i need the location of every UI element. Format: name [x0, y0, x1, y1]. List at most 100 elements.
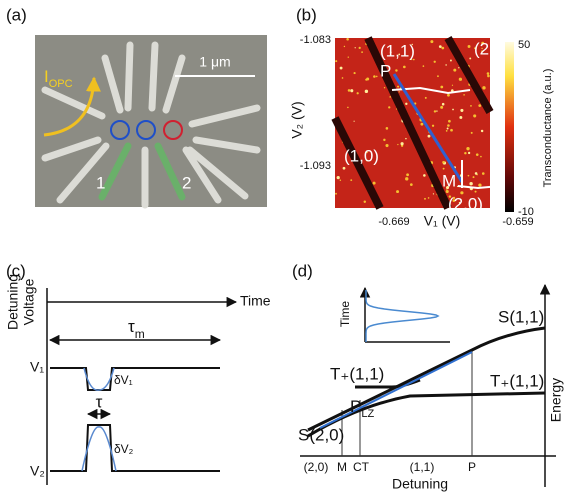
y-axis-label: Detuning	[5, 274, 21, 330]
speck	[385, 143, 389, 148]
speck	[383, 87, 386, 89]
speck	[366, 159, 368, 162]
speck	[347, 89, 351, 92]
speck	[350, 89, 354, 93]
speck	[458, 77, 462, 81]
speck	[405, 102, 408, 106]
speck	[406, 173, 409, 177]
speck	[410, 58, 413, 61]
step-label: δV₂	[114, 442, 134, 456]
gate-label: 1	[96, 173, 105, 192]
speck	[420, 122, 424, 126]
period-base: τ	[128, 317, 135, 336]
speck	[395, 69, 398, 72]
singlet-upper	[307, 326, 546, 432]
state-label: S(1,1)	[498, 307, 544, 326]
region-label: (1,0)	[344, 146, 379, 165]
speck	[481, 50, 483, 52]
current-sub: OPC	[49, 78, 73, 90]
current-base: I	[44, 67, 49, 86]
width-label: τ	[96, 392, 103, 411]
speck	[481, 172, 485, 175]
speck	[366, 151, 368, 154]
x-axis-label: Time	[240, 293, 271, 309]
speck	[469, 182, 473, 186]
trace	[391, 86, 501, 190]
speck	[474, 172, 478, 175]
state-label: S(2,0)	[298, 425, 344, 444]
speck	[458, 201, 461, 204]
panel-b: (b) (1,1) (2,1) (1,0) (2,0) P M -1.083 -…	[289, 5, 554, 228]
speck	[405, 177, 409, 181]
map-noise	[335, 37, 490, 204]
sensor-dot	[163, 120, 183, 140]
step-label: δV₁	[114, 373, 133, 387]
point-label: P	[380, 61, 391, 80]
current-arrow	[43, 76, 101, 137]
speck	[403, 65, 406, 69]
speck	[442, 167, 445, 170]
speck	[467, 151, 471, 155]
speck	[396, 190, 400, 194]
speck	[397, 85, 400, 88]
speck	[472, 176, 475, 179]
speck	[361, 51, 363, 54]
speck	[341, 77, 344, 79]
speck	[486, 72, 490, 75]
x-axis-label: V₁ (V)	[424, 213, 461, 229]
speck	[453, 68, 457, 72]
region-label: (1,1)	[380, 41, 415, 60]
speck	[449, 59, 452, 62]
speck	[451, 84, 454, 86]
speck	[478, 104, 482, 108]
speck	[335, 192, 337, 195]
speck	[339, 179, 342, 181]
speck	[460, 108, 464, 112]
speck	[474, 190, 477, 193]
speck	[427, 197, 430, 199]
speck	[473, 114, 477, 118]
speck	[422, 65, 425, 67]
y-tick-label: -1.093	[300, 160, 331, 172]
speck	[478, 183, 482, 187]
speck	[365, 78, 368, 81]
y-axis-label: Voltage	[21, 278, 37, 325]
speck	[445, 189, 449, 194]
panel-a: (a) 1 μm 1 2 IOPC	[6, 5, 267, 209]
speck	[445, 129, 448, 132]
speck	[482, 86, 486, 90]
panel-label: (b)	[296, 5, 317, 24]
pulse-2-smooth	[81, 426, 117, 472]
speck	[481, 41, 485, 45]
speck	[442, 160, 445, 164]
x-tick-label: CT	[353, 460, 370, 474]
speck	[343, 45, 346, 48]
speck	[363, 200, 367, 203]
speck	[373, 75, 376, 78]
speck	[446, 127, 449, 130]
speck	[347, 56, 349, 58]
distribution	[365, 290, 440, 342]
speck	[467, 174, 470, 177]
region-label: (2,1)	[474, 39, 509, 58]
lz-label: PLZ	[350, 397, 374, 419]
speck	[466, 147, 470, 151]
detuning-path	[392, 73, 464, 183]
speck	[451, 89, 454, 92]
colorbar-tick-label: -10	[518, 206, 534, 218]
speck	[375, 75, 378, 78]
speck	[383, 138, 386, 142]
dot	[110, 120, 130, 140]
x-tick-label: P	[468, 460, 476, 474]
speck	[358, 46, 361, 50]
speck	[356, 92, 359, 95]
speck	[470, 105, 472, 107]
level-label: V₁	[30, 359, 44, 375]
speck	[470, 131, 473, 134]
speck	[409, 183, 413, 186]
speck	[339, 66, 343, 70]
panel-c: (c) Detuning Voltage Time τm V₁ δV₁ τ δV…	[5, 261, 271, 485]
speck	[441, 102, 445, 106]
